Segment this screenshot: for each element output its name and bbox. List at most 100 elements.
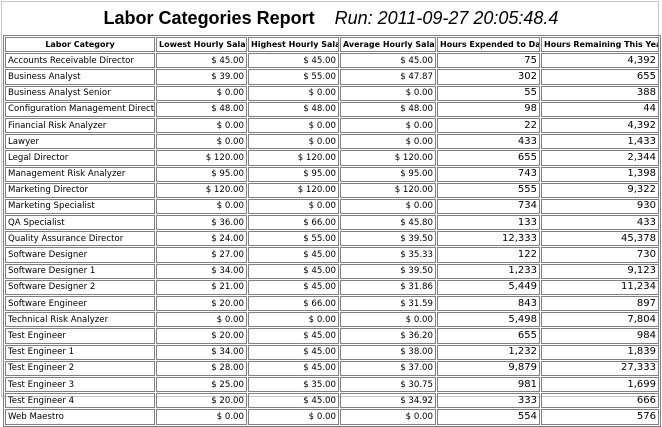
hours-expended-cell: 12,333	[437, 231, 540, 247]
hours-remaining-cell: 433	[541, 215, 659, 231]
column-header-hours-remaining: Hours Remaining This Year	[541, 37, 659, 53]
hours-expended-cell: 9,879	[437, 360, 540, 376]
hours-remaining-cell: 655	[541, 69, 659, 85]
lowest-salary-cell: $ 95.00	[156, 166, 247, 182]
table-row: Software Designer $ 27.00 $ 45.00 $ 35.33 12…	[5, 247, 659, 263]
average-salary-cell: $ 34.92	[340, 393, 436, 409]
labor-category-cell: Technical Risk Analyzer	[5, 312, 155, 328]
hours-remaining-cell: 388	[541, 85, 659, 101]
highest-salary-cell: $ 35.00	[248, 376, 339, 393]
highest-salary-cell: $ 66.00	[248, 215, 339, 231]
labor-categories-table: Labor Category Lowest Hourly Salary High…	[3, 35, 661, 427]
column-header-average-hourly-salary: Average Hourly Salary	[340, 37, 436, 53]
average-salary-cell: $ 45.80	[340, 215, 436, 231]
average-salary-cell: $ 0.00	[340, 198, 436, 215]
labor-category-cell: Quality Assurance Director	[5, 231, 155, 247]
highest-salary-cell: $ 45.00	[248, 247, 339, 263]
lowest-salary-cell: $ 48.00	[156, 101, 247, 117]
labor-category-cell: Lawyer	[5, 134, 155, 150]
lowest-salary-cell: $ 24.00	[156, 231, 247, 247]
hours-expended-cell: 734	[437, 198, 540, 215]
table-row: Marketing Director $ 120.00 $ 120.00 $ 120.…	[5, 182, 659, 198]
labor-category-cell: Test Engineer 3	[5, 376, 155, 393]
lowest-salary-cell: $ 45.00	[156, 53, 247, 69]
column-header-lowest-hourly-salary: Lowest Hourly Salary	[156, 37, 247, 53]
average-salary-cell: $ 39.50	[340, 263, 436, 279]
hours-remaining-cell: 576	[541, 409, 659, 425]
hours-expended-cell: 98	[437, 101, 540, 117]
average-salary-cell: $ 120.00	[340, 150, 436, 166]
hours-expended-cell: 122	[437, 247, 540, 263]
labor-category-cell: Software Designer	[5, 247, 155, 263]
lowest-salary-cell: $ 25.00	[156, 376, 247, 393]
average-salary-cell: $ 0.00	[340, 409, 436, 425]
labor-category-cell: Test Engineer 2	[5, 360, 155, 376]
column-header-hours-expended: Hours Expended to Date	[437, 37, 540, 53]
hours-remaining-cell: 897	[541, 296, 659, 312]
lowest-salary-cell: $ 21.00	[156, 279, 247, 295]
hours-remaining-cell: 2,344	[541, 150, 659, 166]
lowest-salary-cell: $ 27.00	[156, 247, 247, 263]
average-salary-cell: $ 95.00	[340, 166, 436, 182]
hours-expended-cell: 981	[437, 376, 540, 393]
hours-expended-cell: 655	[437, 328, 540, 344]
lowest-salary-cell: $ 0.00	[156, 134, 247, 150]
average-salary-cell: $ 38.00	[340, 344, 436, 360]
hours-remaining-cell: 930	[541, 198, 659, 215]
table-row: Test Engineer 3 $ 25.00 $ 35.00 $ 30.75 981 1…	[5, 376, 659, 393]
hours-remaining-cell: 1,839	[541, 344, 659, 360]
lowest-salary-cell: $ 36.00	[156, 215, 247, 231]
highest-salary-cell: $ 0.00	[248, 409, 339, 425]
lowest-salary-cell: $ 34.00	[156, 344, 247, 360]
highest-salary-cell: $ 45.00	[248, 344, 339, 360]
labor-category-cell: Management Risk Analyzer	[5, 166, 155, 182]
hours-remaining-cell: 9,322	[541, 182, 659, 198]
average-salary-cell: $ 47.87	[340, 69, 436, 85]
hours-remaining-cell: 9,123	[541, 263, 659, 279]
lowest-salary-cell: $ 20.00	[156, 328, 247, 344]
hours-expended-cell: 554	[437, 409, 540, 425]
hours-expended-cell: 743	[437, 166, 540, 182]
report-title: Labor Categories Report	[103, 8, 315, 28]
highest-salary-cell: $ 0.00	[248, 134, 339, 150]
table-row: Technical Risk Analyzer $ 0.00 $ 0.00 $ 0.0…	[5, 312, 659, 328]
average-salary-cell: $ 31.59	[340, 296, 436, 312]
hours-remaining-cell: 44	[541, 101, 659, 117]
labor-category-cell: Software Designer 2	[5, 279, 155, 295]
table-row: Test Engineer 4 $ 20.00 $ 45.00 $ 34.92 333 6…	[5, 393, 659, 409]
hours-remaining-cell: 1,398	[541, 166, 659, 182]
labor-category-cell: Test Engineer 4	[5, 393, 155, 409]
lowest-salary-cell: $ 39.00	[156, 69, 247, 85]
table-row: Marketing Specialist $ 0.00 $ 0.00 $ 0.00 73…	[5, 198, 659, 215]
highest-salary-cell: $ 45.00	[248, 360, 339, 376]
average-salary-cell: $ 37.00	[340, 360, 436, 376]
hours-expended-cell: 55	[437, 85, 540, 101]
highest-salary-cell: $ 55.00	[248, 231, 339, 247]
hours-remaining-cell: 27,333	[541, 360, 659, 376]
lowest-salary-cell: $ 34.00	[156, 263, 247, 279]
lowest-salary-cell: $ 120.00	[156, 182, 247, 198]
lowest-salary-cell: $ 0.00	[156, 117, 247, 134]
table-row: Management Risk Analyzer $ 95.00 $ 95.00 $ …	[5, 166, 659, 182]
hours-remaining-cell: 1,433	[541, 134, 659, 150]
labor-category-cell: Business Analyst Senior	[5, 85, 155, 101]
table-row: Web Maestro $ 0.00 $ 0.00 $ 0.00 554 576	[5, 409, 659, 425]
highest-salary-cell: $ 45.00	[248, 328, 339, 344]
highest-salary-cell: $ 0.00	[248, 117, 339, 134]
hours-remaining-cell: 1,699	[541, 376, 659, 393]
highest-salary-cell: $ 66.00	[248, 296, 339, 312]
labor-category-cell: Test Engineer	[5, 328, 155, 344]
hours-remaining-cell: 984	[541, 328, 659, 344]
highest-salary-cell: $ 120.00	[248, 150, 339, 166]
hours-expended-cell: 433	[437, 134, 540, 150]
labor-category-cell: Financial Risk Analyzer	[5, 117, 155, 134]
lowest-salary-cell: $ 20.00	[156, 296, 247, 312]
hours-remaining-cell: 4,392	[541, 117, 659, 134]
table-row: Software Designer 2 $ 21.00 $ 45.00 $ 31.86…	[5, 279, 659, 295]
highest-salary-cell: $ 55.00	[248, 69, 339, 85]
labor-category-cell: Marketing Director	[5, 182, 155, 198]
table-body: Accounts Receivable Director $ 45.00 $ 45.…	[5, 53, 659, 425]
hours-expended-cell: 5,498	[437, 312, 540, 328]
highest-salary-cell: $ 95.00	[248, 166, 339, 182]
hours-expended-cell: 843	[437, 296, 540, 312]
